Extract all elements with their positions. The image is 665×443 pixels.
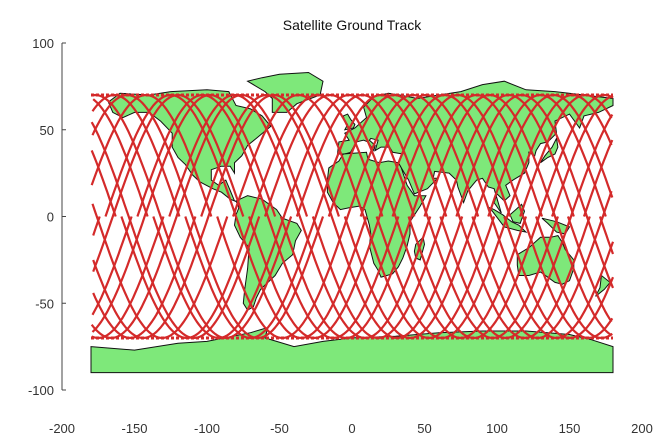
x-tick-label: 150 <box>559 421 581 436</box>
ground-track-series <box>90 93 615 340</box>
axes: -200 -150 -100 -50 0 50 100 150 200 100 50 0 -50 -10… <box>28 36 653 436</box>
ground-track-arc-desc-13 <box>91 93 613 339</box>
land-greenland <box>246 71 324 113</box>
ground-track-arc-asc-2 <box>168 93 432 339</box>
ground-track-arc-asc-4 <box>232 93 496 339</box>
x-tick-label: -200 <box>49 421 75 436</box>
ground-track-arc-asc-1 <box>136 93 400 339</box>
ground-track-arc-desc-3 <box>216 93 480 339</box>
x-axis-ticks: -200 -150 -100 -50 0 50 100 150 200 <box>49 421 653 436</box>
ground-track-arc-asc-14 <box>93 93 614 339</box>
ground-track-arc-desc-9 <box>92 93 614 339</box>
x-tick-label: -50 <box>270 421 289 436</box>
land-new-zealand <box>595 274 611 297</box>
y-tick-label: 0 <box>47 210 54 225</box>
x-tick-label: -100 <box>194 421 220 436</box>
ground-track-arc-desc-5 <box>279 93 544 339</box>
ground-track-arc-desc-6 <box>311 93 575 339</box>
x-tick-label: 200 <box>631 421 653 436</box>
x-tick-label: 0 <box>348 421 355 436</box>
y-tick-label: -100 <box>28 383 54 398</box>
x-tick-label: -150 <box>121 421 147 436</box>
ground-track-arc-desc-2 <box>184 93 448 339</box>
ground-track-arc-asc-12 <box>91 93 614 339</box>
y-tick-label: -50 <box>35 296 54 311</box>
ground-track-arc-asc-9 <box>91 93 614 339</box>
x-tick-label: 50 <box>417 421 431 436</box>
ground-track-arc-desc-10 <box>91 93 614 339</box>
ground-track-arc-desc-1 <box>152 93 416 339</box>
y-axis-ticks: 100 50 0 -50 -100 <box>28 36 66 398</box>
y-tick-label: 100 <box>32 36 54 51</box>
ground-track-arc-asc-6 <box>295 93 559 339</box>
land-japan <box>540 136 559 164</box>
ground-track-arc-asc-13 <box>90 93 613 339</box>
ground-track-arc-asc-7 <box>327 93 591 339</box>
ground-track-arc-desc-4 <box>248 93 512 339</box>
chart-title: Satellite Ground Track <box>283 17 423 33</box>
plot-area <box>90 60 615 374</box>
ground-track-arc-desc-7 <box>343 93 607 339</box>
ground-track-arc-asc-5 <box>263 93 528 339</box>
ground-track-arc-asc-3 <box>200 93 464 339</box>
ground-track-arc-asc-15 <box>91 93 614 339</box>
y-tick-label: 50 <box>40 123 54 138</box>
ground-track-arc-desc-12 <box>92 93 615 339</box>
x-tick-label: 100 <box>486 421 508 436</box>
ground-track-arc-desc-15 <box>92 93 615 339</box>
